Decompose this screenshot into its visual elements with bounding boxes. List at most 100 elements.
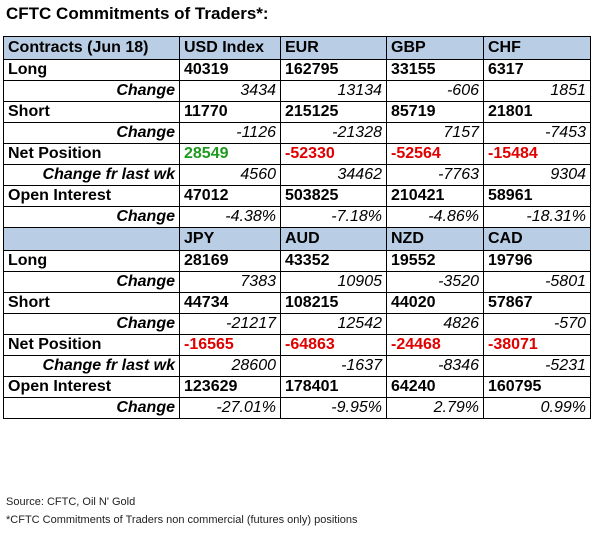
table-cell: -52564 — [386, 143, 484, 165]
source-note: Source: CFTC, Oil N' Gold — [6, 496, 136, 508]
table-row: Change fr last wk 4560 34462 -7763 9304 — [3, 164, 591, 186]
table-cell: 28549 — [179, 143, 281, 165]
row-label: Long — [3, 250, 180, 272]
table-row: Change -4.38% -7.18% -4.86% -18.31% — [3, 206, 591, 228]
table-row: Long 28169 43352 19552 19796 — [3, 250, 591, 272]
table-cell: 19796 — [483, 250, 591, 272]
currency-header: USD Index — [179, 36, 281, 60]
table-cell: 10905 — [280, 271, 387, 293]
table-cell: 123629 — [179, 376, 281, 398]
table-cell: 503825 — [280, 185, 387, 207]
currency-header: NZD — [386, 227, 484, 251]
table-row: Change -21217 12542 4826 -570 — [3, 313, 591, 335]
table-cell: -24468 — [386, 334, 484, 356]
table-cell: -27.01% — [179, 397, 281, 419]
table-cell: 44020 — [386, 292, 484, 314]
table-cell: 28600 — [179, 355, 281, 377]
header-row: JPY AUD NZD CAD — [3, 227, 591, 251]
row-label: Short — [3, 101, 180, 123]
table-cell: 40319 — [179, 59, 281, 81]
table-row: Change 7383 10905 -3520 -5801 — [3, 271, 591, 293]
row-label: Net Position — [3, 143, 180, 165]
table-cell: -4.38% — [179, 206, 281, 228]
table-cell: 64240 — [386, 376, 484, 398]
table-cell: -5231 — [483, 355, 591, 377]
table-row: Net Position 28549 -52330 -52564 -15484 — [3, 143, 591, 165]
table-cell: 13134 — [280, 80, 387, 102]
table-cell: 215125 — [280, 101, 387, 123]
table-row: Open Interest 47012 503825 210421 58961 — [3, 185, 591, 207]
row-label: Long — [3, 59, 180, 81]
row-label: Change — [3, 80, 180, 102]
table-cell: -21217 — [179, 313, 281, 335]
currency-header: GBP — [386, 36, 484, 60]
table-cell: -9.95% — [280, 397, 387, 419]
table-cell: 178401 — [280, 376, 387, 398]
table-cell: -570 — [483, 313, 591, 335]
table-cell: 7383 — [179, 271, 281, 293]
table-cell: 162795 — [280, 59, 387, 81]
table-cell: 210421 — [386, 185, 484, 207]
table-cell: -606 — [386, 80, 484, 102]
table-cell: 11770 — [179, 101, 281, 123]
table-cell: 1851 — [483, 80, 591, 102]
table-row: Short 11770 215125 85719 21801 — [3, 101, 591, 123]
table-cell: -1637 — [280, 355, 387, 377]
row-label: Change — [3, 206, 180, 228]
row-label: Short — [3, 292, 180, 314]
table-cell: 7157 — [386, 122, 484, 144]
table-cell: 34462 — [280, 164, 387, 186]
table-row: Change -1126 -21328 7157 -7453 — [3, 122, 591, 144]
table-cell: -52330 — [280, 143, 387, 165]
table-cell: -21328 — [280, 122, 387, 144]
currency-header: CAD — [483, 227, 591, 251]
table-cell: -3520 — [386, 271, 484, 293]
table-cell: 57867 — [483, 292, 591, 314]
table-cell: -7453 — [483, 122, 591, 144]
table-row: Open Interest 123629 178401 64240 160795 — [3, 376, 591, 398]
row-label: Net Position — [3, 334, 180, 356]
row-label: Change — [3, 271, 180, 293]
row-label: Open Interest — [3, 376, 180, 398]
table-cell: -15484 — [483, 143, 591, 165]
table-cell: 160795 — [483, 376, 591, 398]
table-cell: 12542 — [280, 313, 387, 335]
table-cell: 21801 — [483, 101, 591, 123]
row-label: Change fr last wk — [3, 164, 180, 186]
row-label: Change — [3, 313, 180, 335]
table-cell: -38071 — [483, 334, 591, 356]
table-cell: 6317 — [483, 59, 591, 81]
table-row: Change 3434 13134 -606 1851 — [3, 80, 591, 102]
table-row: Change fr last wk 28600 -1637 -8346 -5231 — [3, 355, 591, 377]
table-row: Net Position -16565 -64863 -24468 -38071 — [3, 334, 591, 356]
table-cell: 108215 — [280, 292, 387, 314]
table-cell: 33155 — [386, 59, 484, 81]
table-cell: 58961 — [483, 185, 591, 207]
table-cell: -4.86% — [386, 206, 484, 228]
table-cell: 3434 — [179, 80, 281, 102]
header-label-cell — [3, 227, 180, 251]
page-title: CFTC Commitments of Traders*: — [6, 4, 269, 23]
table-cell: 0.99% — [483, 397, 591, 419]
currency-header: EUR — [280, 36, 387, 60]
table-cell: 47012 — [179, 185, 281, 207]
currency-header: CHF — [483, 36, 591, 60]
table-cell: -1126 — [179, 122, 281, 144]
row-label: Change — [3, 122, 180, 144]
table-cell: 28169 — [179, 250, 281, 272]
table-cell: 85719 — [386, 101, 484, 123]
table-row: Change -27.01% -9.95% 2.79% 0.99% — [3, 397, 591, 419]
table-cell: 2.79% — [386, 397, 484, 419]
table-cell: -18.31% — [483, 206, 591, 228]
header-label-cell: Contracts (Jun 18) — [3, 36, 180, 60]
row-label: Open Interest — [3, 185, 180, 207]
row-label: Change fr last wk — [3, 355, 180, 377]
row-label: Change — [3, 397, 180, 419]
table-cell: -7763 — [386, 164, 484, 186]
table-cell: 44734 — [179, 292, 281, 314]
header-row: Contracts (Jun 18) USD Index EUR GBP CHF — [3, 36, 591, 60]
table-row: Short 44734 108215 44020 57867 — [3, 292, 591, 314]
table-cell: -64863 — [280, 334, 387, 356]
currency-header: AUD — [280, 227, 387, 251]
table-row: Long 40319 162795 33155 6317 — [3, 59, 591, 81]
